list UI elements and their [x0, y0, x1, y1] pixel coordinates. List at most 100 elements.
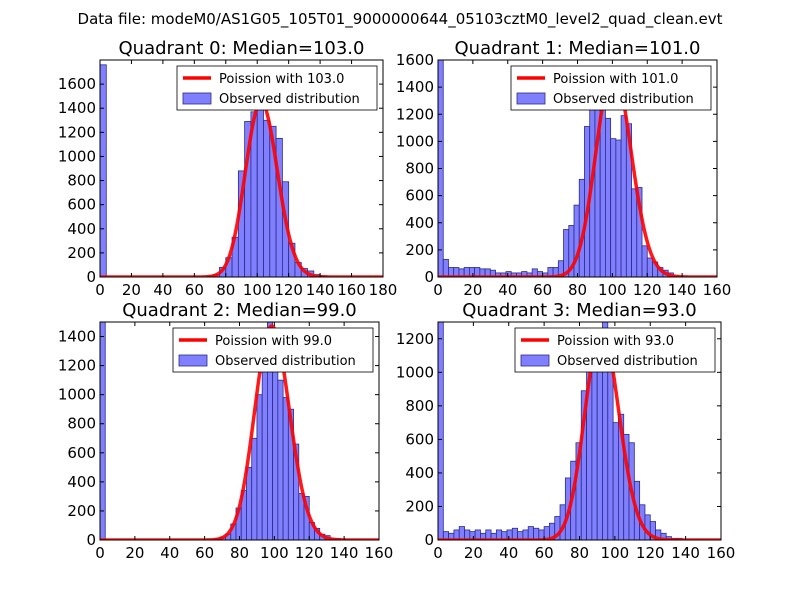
quadrant-2-panel: 0 20 40 60 80 100 120 140 160 0 200 400 600 800 1000 12…: [58, 300, 394, 562]
histogram-bar: [591, 358, 598, 540]
histogram-bar: [100, 322, 106, 540]
y-tick-label: 600: [405, 430, 434, 448]
histogram-bar: [263, 119, 271, 277]
legend-bar-swatch: [182, 92, 212, 105]
y-tick-label: 0: [86, 531, 96, 549]
x-tick-label: 40: [153, 281, 172, 299]
legend-label-observed: Observed distribution: [215, 354, 356, 369]
y-tick-label: 400: [405, 214, 434, 232]
legend: Poission with 101.0 Observed distribution: [510, 65, 712, 111]
x-tick-label: 100: [260, 544, 289, 562]
x-tick-label: 120: [636, 544, 665, 562]
y-tick-label: 200: [405, 497, 434, 515]
legend-label-observed: Observed distribution: [219, 92, 360, 107]
histogram-bar: [511, 527, 518, 540]
y-tick-label: 200: [67, 502, 96, 520]
suptitle: Data file: modeM0/AS1G05_105T01_90000006…: [78, 10, 723, 29]
histogram-bar: [282, 397, 289, 540]
x-tick-label: 160: [365, 544, 394, 562]
y-tick-label: 800: [67, 172, 96, 190]
x-tick-label: 140: [306, 281, 335, 299]
x-tick-label: 60: [535, 544, 554, 562]
legend-label-poisson: Poission with 101.0: [553, 72, 678, 87]
x-tick-label: 60: [195, 544, 214, 562]
y-tick-label: 800: [67, 415, 96, 433]
histogram-bar: [438, 322, 444, 540]
y-tick-label: 400: [405, 464, 434, 482]
y-tick-label: 1200: [396, 105, 434, 123]
x-tick-label: 120: [295, 544, 324, 562]
histogram-bar: [605, 117, 612, 277]
x-tick-label: 160: [707, 544, 736, 562]
y-tick-label: 1400: [58, 328, 96, 346]
x-tick-label: 100: [598, 281, 627, 299]
histogram-bar: [251, 437, 258, 540]
y-tick-label: 1400: [58, 99, 96, 117]
histogram-bar: [246, 466, 253, 540]
y-tick-label: 1200: [396, 330, 434, 348]
quadrant-1-panel: 0 20 40 60 80 100 120 140 1600200400600800100012…: [396, 38, 732, 299]
x-tick-label: 120: [633, 281, 662, 299]
x-tick-label: 0: [433, 281, 443, 299]
y-tick-label: 200: [405, 241, 434, 259]
x-tick-label: 20: [122, 281, 141, 299]
histogram-bar: [442, 258, 449, 277]
x-tick-label: 20: [463, 281, 482, 299]
y-tick-label: 1400: [396, 78, 434, 96]
y-tick-label: 1000: [396, 132, 434, 150]
y-tick-label: 1000: [396, 363, 434, 381]
legend-label-observed: Observed distribution: [553, 92, 694, 107]
x-tick-label: 0: [95, 281, 105, 299]
x-tick-label: 100: [601, 544, 630, 562]
y-tick-label: 0: [424, 268, 434, 286]
legend: Poission with 93.0 Observed distribution: [514, 327, 716, 373]
x-tick-label: 140: [671, 544, 700, 562]
panel-title: Quadrant 2: Median=99.0: [122, 300, 357, 321]
histogram-bar: [612, 422, 619, 540]
histogram-bar: [100, 64, 107, 277]
histogram-bar: [277, 379, 284, 540]
x-tick-label: 180: [369, 281, 398, 299]
poisson-curve: [100, 324, 379, 540]
histogram-bar: [641, 245, 648, 277]
legend-label-poisson: Poission with 93.0: [557, 334, 674, 349]
legend-label-poisson: Poission with 99.0: [215, 334, 332, 349]
y-tick-label: 200: [67, 244, 96, 262]
histogram-bar: [527, 526, 534, 540]
histogram-bar: [458, 526, 465, 540]
x-tick-label: 140: [330, 544, 359, 562]
x-tick-label: 80: [230, 544, 249, 562]
x-tick-label: 160: [337, 281, 366, 299]
histogram-bar: [256, 394, 263, 540]
y-tick-label: 600: [67, 444, 96, 462]
y-tick-label: 800: [405, 160, 434, 178]
panel-title: Quadrant 0: Median=103.0: [119, 38, 365, 59]
x-tick-label: 0: [433, 544, 443, 562]
y-tick-label: 1600: [396, 51, 434, 69]
y-tick-label: 800: [405, 397, 434, 415]
legend-bar-swatch: [178, 354, 208, 367]
y-tick-label: 600: [405, 187, 434, 205]
y-tick-label: 1200: [58, 123, 96, 141]
x-tick-label: 40: [498, 281, 517, 299]
y-tick-label: 0: [424, 531, 434, 549]
y-tick-label: 0: [86, 268, 96, 286]
y-tick-label: 400: [67, 220, 96, 238]
histogram-bar: [610, 138, 617, 277]
histogram-bar: [261, 357, 268, 540]
histogram-bar: [646, 257, 653, 277]
x-tick-label: 20: [125, 544, 144, 562]
x-tick-label: 140: [668, 281, 697, 299]
panel-title: Quadrant 3: Median=93.0: [462, 300, 697, 321]
legend-bar-swatch: [516, 92, 546, 105]
histogram-bar: [631, 188, 638, 277]
legend: Poission with 99.0 Observed distribution: [172, 327, 374, 373]
y-tick-label: 1600: [58, 75, 96, 93]
y-tick-label: 400: [67, 473, 96, 491]
x-tick-label: 60: [533, 281, 552, 299]
panel-title: Quadrant 1: Median=101.0: [455, 38, 701, 59]
x-tick-label: 160: [703, 281, 732, 299]
x-tick-label: 60: [185, 281, 204, 299]
histogram-bar: [573, 204, 580, 277]
legend-label-observed: Observed distribution: [557, 354, 698, 369]
